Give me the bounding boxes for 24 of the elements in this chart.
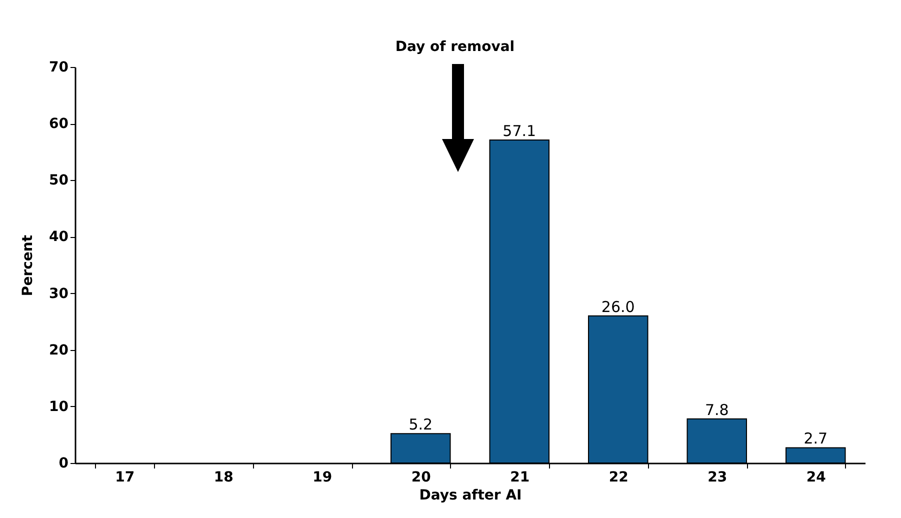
data-label: 26.0 (601, 298, 635, 316)
x-tick-label: 19 (312, 470, 332, 486)
y-tick-label: 50 (49, 172, 69, 189)
data-label: 2.7 (804, 430, 828, 448)
y-tick-label: 20 (49, 342, 69, 358)
y-tick-label: 0 (58, 456, 69, 472)
y-axis-title: Percent (20, 234, 36, 296)
x-tick-label: 24 (806, 470, 826, 486)
x-tick-label: 18 (214, 470, 234, 486)
x-tick-label: 20 (411, 470, 432, 486)
y-tick-label: 60 (49, 116, 69, 132)
x-axis-title: Days after AI (419, 488, 522, 504)
x-tick-label: 23 (708, 470, 728, 486)
x-tick-label: 22 (608, 470, 628, 486)
text: Day of removal (395, 39, 515, 55)
y-tick-label: 30 (49, 286, 69, 302)
x-tick-label: 17 (115, 470, 135, 486)
y-tick-label: 40 (49, 229, 69, 246)
data-label: 7.8 (704, 400, 729, 419)
y-tick-label: 10 (49, 398, 69, 415)
data-label: 5.2 (408, 416, 433, 434)
data-label: 57.1 (502, 122, 536, 140)
x-tick-label: 21 (510, 470, 530, 486)
y-tick-label: 70 (49, 60, 69, 76)
